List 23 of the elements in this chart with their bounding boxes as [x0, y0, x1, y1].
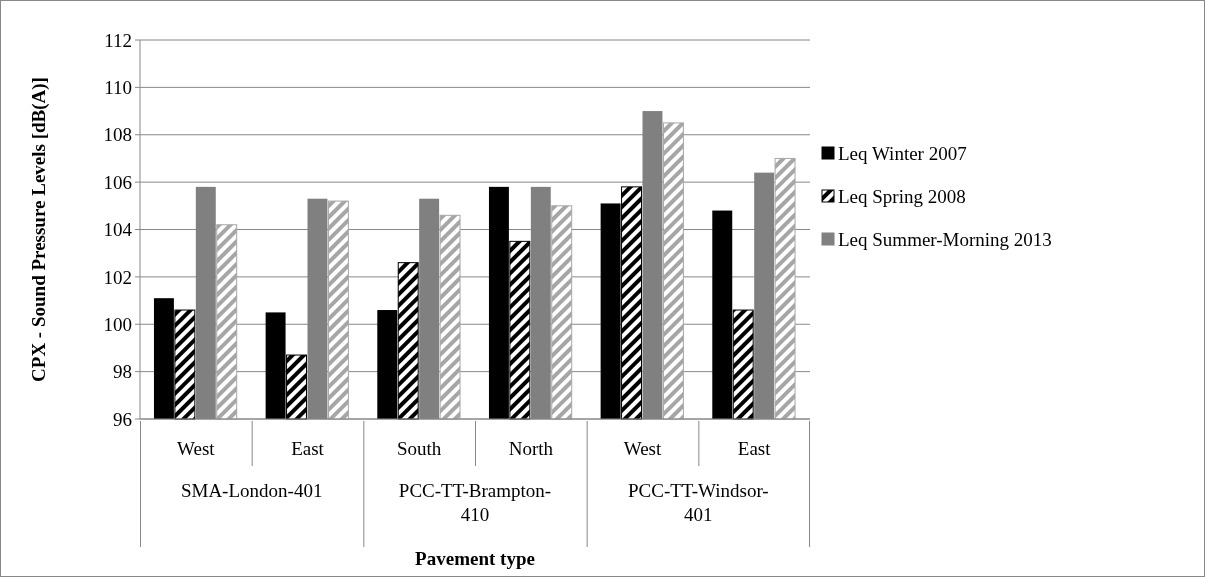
y-tick-label: 96 — [113, 408, 132, 430]
y-tick-label: 106 — [103, 171, 132, 193]
y-axis-title: CPX - Sound Pressure Levels [dB(A)] — [28, 77, 50, 382]
x-tick-label: North — [508, 438, 554, 459]
y-tick-label: 108 — [103, 124, 132, 146]
y-tick-label: 102 — [103, 266, 132, 288]
x-tick-label: East — [291, 438, 325, 459]
x-tick-label: East — [737, 438, 772, 459]
text: PCC-TT-Windsor-401 — [628, 480, 769, 525]
x-tick-label: South — [396, 438, 442, 459]
legend-label: Leq Spring 2008 — [838, 185, 966, 207]
legend-label: Leq Summer-Morning 2013 — [838, 228, 1052, 250]
x-axis-title: Pavement type — [415, 548, 535, 569]
y-tick-label: 100 — [103, 313, 132, 335]
y-tick-label: 104 — [103, 219, 133, 241]
y-tick-label: 112 — [104, 29, 132, 51]
y-tick-label: 98 — [113, 361, 132, 383]
x-tick-label: West — [623, 438, 662, 459]
text: PCC-TT-Brampton-410 — [398, 480, 552, 525]
text: SMA-London-401 — [180, 480, 323, 501]
x-tick-label: West — [177, 438, 216, 459]
legend-label: Leq Winter 2007 — [838, 142, 967, 164]
y-tick-label: 110 — [104, 77, 132, 99]
